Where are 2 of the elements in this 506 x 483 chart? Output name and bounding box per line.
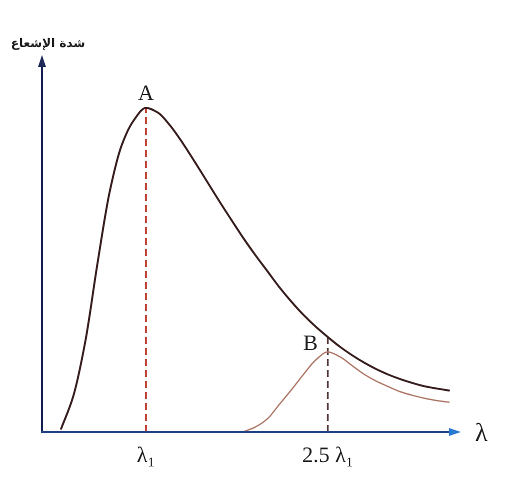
y-label: شدة الإشعاع xyxy=(10,36,86,50)
x-label: λ xyxy=(475,418,488,447)
